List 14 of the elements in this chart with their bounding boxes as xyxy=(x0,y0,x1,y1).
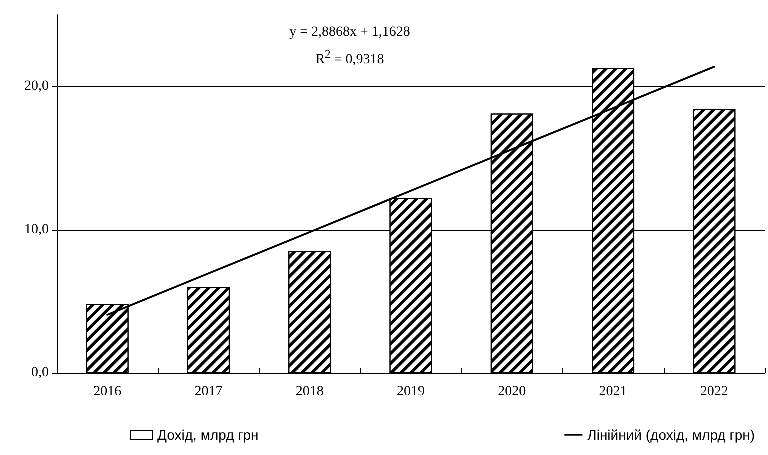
y-tick-label: 20,0 xyxy=(24,79,49,94)
y-tick-label: 10,0 xyxy=(24,222,49,238)
legend-label: Дохід, млрд грн xyxy=(158,427,259,443)
x-tick-label: 2018 xyxy=(296,384,324,400)
x-tick-label: 2020 xyxy=(498,384,526,400)
annotation: y = 2,8868x + 1,1628 xyxy=(288,24,412,42)
x-tick-label: 2022 xyxy=(700,384,728,400)
x-tick-label: 2019 xyxy=(397,384,425,400)
annotation: R$^{2}$ = 0,9318 xyxy=(314,47,386,70)
x-tick-label: 2017 xyxy=(194,384,223,400)
x-tick-label: 2021 xyxy=(599,384,628,400)
legend-label: Лінійний (дохід, млрд грн) xyxy=(588,427,755,443)
y-tick-label: 0,0 xyxy=(32,366,49,380)
x-tick-label: 2016 xyxy=(94,384,122,400)
